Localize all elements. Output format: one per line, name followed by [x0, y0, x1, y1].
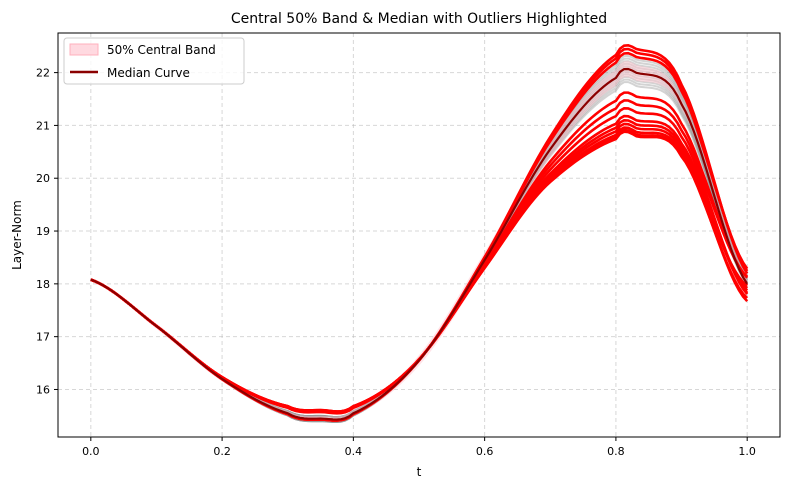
y-tick-label: 19 — [36, 225, 50, 238]
x-tick-label: 0.6 — [476, 445, 494, 458]
legend: 50% Central Band Median Curve — [63, 37, 245, 85]
grey-curve — [90, 52, 749, 424]
outlier-curve — [90, 128, 749, 413]
axis-ticks: 0.0 0.2 0.4 0.6 0.8 1.0 16 17 18 19 20 21 22 — [36, 67, 756, 458]
grey-curve — [90, 60, 749, 424]
x-tick-label: 0.0 — [82, 445, 100, 458]
outlier-curve — [90, 106, 749, 414]
x-tick-label: 1.0 — [738, 445, 756, 458]
y-tick-label: 16 — [36, 383, 50, 396]
outlier-curve — [90, 130, 749, 413]
y-tick-label: 17 — [36, 331, 50, 344]
y-tick-label: 21 — [36, 119, 50, 132]
x-tick-label: 0.2 — [213, 445, 231, 458]
y-tick-label: 22 — [36, 67, 50, 80]
grey-curve — [90, 62, 749, 421]
legend-label-band: 50% Central Band — [107, 43, 216, 57]
outlier-curve — [90, 114, 749, 414]
y-tick-label: 18 — [36, 278, 50, 291]
plot-frame — [57, 32, 781, 438]
outlier-curve — [90, 122, 749, 414]
legend-swatch-band — [69, 43, 99, 56]
y-tick-label: 20 — [36, 172, 50, 185]
median-curve — [90, 67, 749, 421]
legend-box — [63, 37, 245, 85]
outlier-curve — [90, 118, 749, 414]
x-tick-label: 0.4 — [345, 445, 363, 458]
series-group — [90, 44, 749, 424]
x-tick-label: 0.8 — [607, 445, 625, 458]
x-axis-label: t — [417, 465, 422, 479]
legend-label-median: Median Curve — [107, 66, 190, 80]
chart-title: Central 50% Band & Median with Outliers … — [231, 11, 607, 27]
grey-curve — [90, 70, 748, 421]
outlier-curve — [90, 99, 749, 415]
y-axis-label: Layer-Norm — [10, 200, 24, 270]
outlier-curve — [90, 126, 749, 413]
